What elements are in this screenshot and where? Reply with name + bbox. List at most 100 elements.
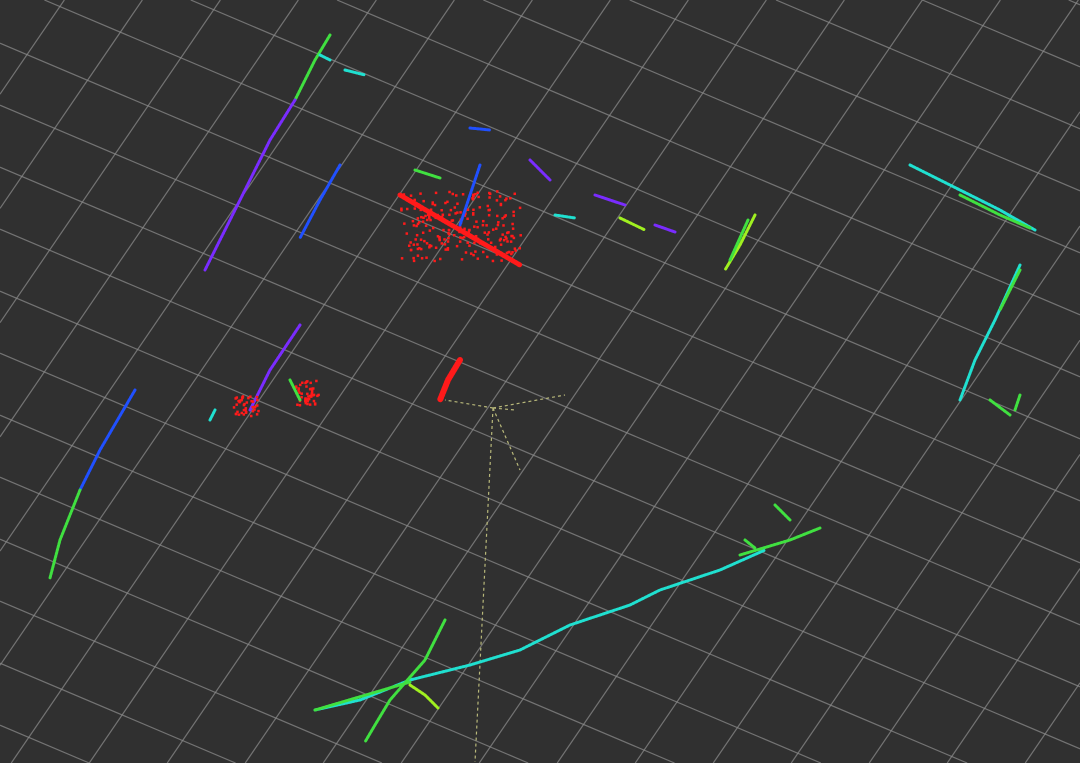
point xyxy=(420,257,424,260)
point xyxy=(242,403,246,407)
point xyxy=(511,251,514,254)
point xyxy=(443,243,447,246)
point xyxy=(448,213,451,217)
point xyxy=(496,223,500,227)
point xyxy=(416,247,420,251)
point xyxy=(306,398,310,401)
point xyxy=(418,246,421,250)
grid-line xyxy=(0,352,968,763)
point xyxy=(311,394,315,397)
grid-line xyxy=(634,111,1080,763)
point xyxy=(415,224,418,228)
grid-line xyxy=(0,42,1080,502)
point xyxy=(301,381,304,384)
point xyxy=(499,203,503,207)
point xyxy=(472,208,475,212)
point xyxy=(512,236,516,240)
point xyxy=(309,387,312,391)
grid-line xyxy=(0,0,143,209)
grid-line xyxy=(0,538,529,763)
grid-line xyxy=(0,724,90,763)
point xyxy=(306,402,309,406)
point xyxy=(256,398,259,402)
point-cloud-segment xyxy=(313,680,412,712)
point xyxy=(310,392,313,395)
point xyxy=(518,206,522,210)
point xyxy=(234,397,237,400)
point xyxy=(424,224,428,228)
point xyxy=(444,248,447,251)
grid-line xyxy=(0,166,1080,626)
point xyxy=(507,231,510,234)
point xyxy=(235,403,238,406)
point xyxy=(242,408,246,412)
point xyxy=(240,398,243,402)
point xyxy=(421,231,425,234)
point xyxy=(468,228,471,232)
point xyxy=(463,227,466,231)
point xyxy=(300,396,303,399)
point xyxy=(416,222,420,226)
point-cloud-segment xyxy=(413,168,442,180)
point xyxy=(482,250,485,254)
point xyxy=(494,227,498,230)
point xyxy=(502,224,505,227)
point xyxy=(501,233,504,236)
point xyxy=(448,232,451,236)
point xyxy=(245,401,249,404)
point xyxy=(426,213,430,217)
point xyxy=(308,403,312,406)
grid-line xyxy=(88,0,611,763)
point xyxy=(253,408,256,411)
point xyxy=(429,218,432,222)
point xyxy=(512,210,515,214)
point xyxy=(439,257,442,261)
point xyxy=(431,201,435,204)
point xyxy=(456,211,459,214)
point xyxy=(237,413,241,416)
sensor-ray xyxy=(492,394,566,409)
point xyxy=(249,395,252,398)
point xyxy=(513,247,517,250)
point xyxy=(486,233,489,236)
point xyxy=(485,224,488,227)
point xyxy=(428,229,432,232)
point xyxy=(438,238,441,242)
point xyxy=(421,220,425,223)
point xyxy=(304,401,308,405)
point xyxy=(481,223,485,227)
point xyxy=(255,395,259,399)
point-cloud-segment xyxy=(318,53,332,62)
grid-line xyxy=(922,0,1080,68)
point xyxy=(309,394,313,398)
grid-line xyxy=(478,0,1001,763)
point xyxy=(413,207,417,210)
grid-line xyxy=(400,0,923,763)
point xyxy=(511,227,515,230)
point-cloud-segment xyxy=(738,526,822,557)
point xyxy=(458,236,462,239)
point xyxy=(446,247,450,250)
point xyxy=(433,203,437,207)
point xyxy=(504,214,507,217)
point-cloud-segment xyxy=(298,163,342,240)
grid-line xyxy=(629,0,1080,192)
point xyxy=(251,405,254,409)
point xyxy=(440,242,444,245)
point-cloud-segment xyxy=(528,158,552,182)
point xyxy=(458,240,462,243)
point xyxy=(496,214,499,218)
point xyxy=(253,405,257,409)
point xyxy=(249,414,253,418)
point xyxy=(428,244,432,247)
point xyxy=(422,199,425,203)
sensor-ray xyxy=(474,407,494,763)
point xyxy=(468,244,471,247)
point xyxy=(446,200,449,204)
point-cloud-segment xyxy=(458,163,482,227)
sensor-ray xyxy=(444,399,494,409)
sensor-rays xyxy=(444,394,566,763)
point xyxy=(518,247,521,250)
